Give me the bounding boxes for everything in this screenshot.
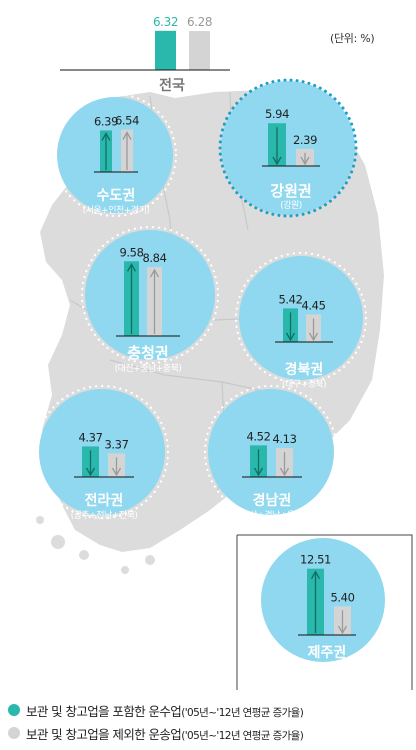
region-name-1: 수도권 xyxy=(97,188,136,204)
region-sub-6: (부산+경남+울산) xyxy=(239,509,306,521)
region-name-5: 전라권 xyxy=(85,492,124,509)
bar-0-1 xyxy=(189,31,210,70)
arrow-head-2-1 xyxy=(300,156,310,166)
arrow-head-4-0 xyxy=(285,332,296,342)
arrow-head-1-1 xyxy=(122,131,132,140)
value-label-4-1: 4.45 xyxy=(301,298,325,312)
value-label-6-0: 4.52 xyxy=(246,429,270,443)
region-sub-5: (광주+전남+전북) xyxy=(71,509,138,521)
legend-main-grey: 보관 및 창고업을 제외한 운송업 xyxy=(26,726,182,742)
bubble-dots-5 xyxy=(34,384,170,520)
region-bubbles xyxy=(34,78,413,690)
legend-dot-grey-icon xyxy=(8,727,20,739)
legend-sub-grey: ('05년~'12년 연평균 증가율) xyxy=(181,729,304,742)
arrow-head-6-0 xyxy=(253,467,264,477)
value-label-0-0: 6.32 xyxy=(153,15,178,29)
legend-sub-teal: ('05년~'12년 연평균 증가율) xyxy=(181,706,304,719)
unit-label: (단위: %) xyxy=(330,32,375,45)
value-label-7-1: 5.40 xyxy=(330,590,354,604)
value-label-6-1: 4.13 xyxy=(272,432,296,446)
island-3 xyxy=(145,555,155,565)
region-sub-3: (대전+충남+충북) xyxy=(115,363,182,374)
region-4: 5.424.45 경북권(대구+경북) xyxy=(275,292,333,390)
bar-0-0 xyxy=(155,30,176,70)
jeju-inset-frame xyxy=(237,534,413,690)
island-0 xyxy=(51,535,65,549)
arrow-head-5-1 xyxy=(111,467,122,477)
arrow-head-7-0 xyxy=(310,570,321,580)
region-0: 6.32 6.28 전국 xyxy=(60,15,230,94)
region-name-0: 전국 xyxy=(159,77,185,94)
region-name-2: 강원권 xyxy=(270,182,311,200)
value-label-5-1: 3.37 xyxy=(104,437,128,451)
value-label-7-0: 12.51 xyxy=(300,553,331,567)
arrow-head-7-1 xyxy=(337,625,348,635)
value-label-0-1: 6.28 xyxy=(187,15,212,29)
island-1 xyxy=(79,550,89,560)
value-label-4-0: 5.42 xyxy=(278,292,302,306)
legend-item-teal: 보관 및 창고업을 포함한 운수업('05년~'12년 연평균 증가율) xyxy=(8,701,304,719)
region-name-6: 경남권 xyxy=(253,492,292,509)
value-label-5-0: 4.37 xyxy=(78,430,102,444)
region-sub-4: (대구+경북) xyxy=(282,378,326,390)
legend-dot-teal-icon xyxy=(8,704,20,716)
region-1: 6.396.54 수도권(서울+인천+경기) xyxy=(83,113,150,216)
region-sub-1: (서울+인천+경기) xyxy=(83,204,150,216)
bubble-1 xyxy=(57,97,173,213)
region-sub-7: (제주) xyxy=(316,662,338,673)
arrow-head-4-1 xyxy=(308,332,319,342)
arrow-head-3-0 xyxy=(126,262,137,272)
bubble-dots-6 xyxy=(203,384,339,520)
region-6: 4.52 4.13 경남권(부산+경남+울산) xyxy=(239,429,306,521)
value-label-1-1: 6.54 xyxy=(115,113,139,127)
bubble-6 xyxy=(208,389,334,515)
region-name-3: 충청권 xyxy=(127,344,168,362)
region-name-7: 제주권 xyxy=(308,645,347,661)
bubble-4 xyxy=(239,256,363,380)
island-2 xyxy=(36,516,44,524)
arrow-head-2-0 xyxy=(272,156,282,166)
value-label-3-1: 8.84 xyxy=(142,251,166,265)
region-name-4: 경북권 xyxy=(285,361,324,378)
arrow-head-1-0 xyxy=(101,132,111,141)
legend-main-teal: 보관 및 창고업을 포함한 운수업 xyxy=(26,703,182,719)
value-label-2-0: 5.94 xyxy=(265,107,289,121)
arrow-head-6-1 xyxy=(279,467,290,477)
bubble-dots-2 xyxy=(218,78,358,218)
bubble-2 xyxy=(221,81,355,215)
legend-item-grey: 보관 및 창고업을 제외한 운송업('05년~'12년 연평균 증가율) xyxy=(8,724,304,742)
region-2: 5.94 2.39 강원권(강원) xyxy=(262,107,320,211)
bubble-5 xyxy=(39,389,165,515)
island-4 xyxy=(121,566,129,574)
region-bars: 6.32 6.28 전국 6.396.54 수도권(서울+인천+경기) 5.94 2.39 강… xyxy=(60,15,356,673)
bubble-dots-1 xyxy=(52,92,178,218)
bubble-dots-4 xyxy=(234,251,368,385)
value-label-2-1: 2.39 xyxy=(293,133,317,147)
province-border-3 xyxy=(109,359,269,393)
region-5: 4.37 3.37 전라권(광주+전남+전북) xyxy=(71,430,138,521)
region-3: 9.588.84 충청권(대전+충남+충북) xyxy=(115,245,182,374)
region-7: 12.51 5.40 제주권(제주) xyxy=(298,553,356,673)
region-sub-2: (강원) xyxy=(280,200,302,211)
bubble-dots-3 xyxy=(80,225,220,365)
arrow-head-5-0 xyxy=(85,467,96,477)
value-label-1-0: 6.39 xyxy=(94,114,118,128)
arrow-head-3-1 xyxy=(149,268,160,278)
value-label-3-0: 9.58 xyxy=(119,245,143,259)
